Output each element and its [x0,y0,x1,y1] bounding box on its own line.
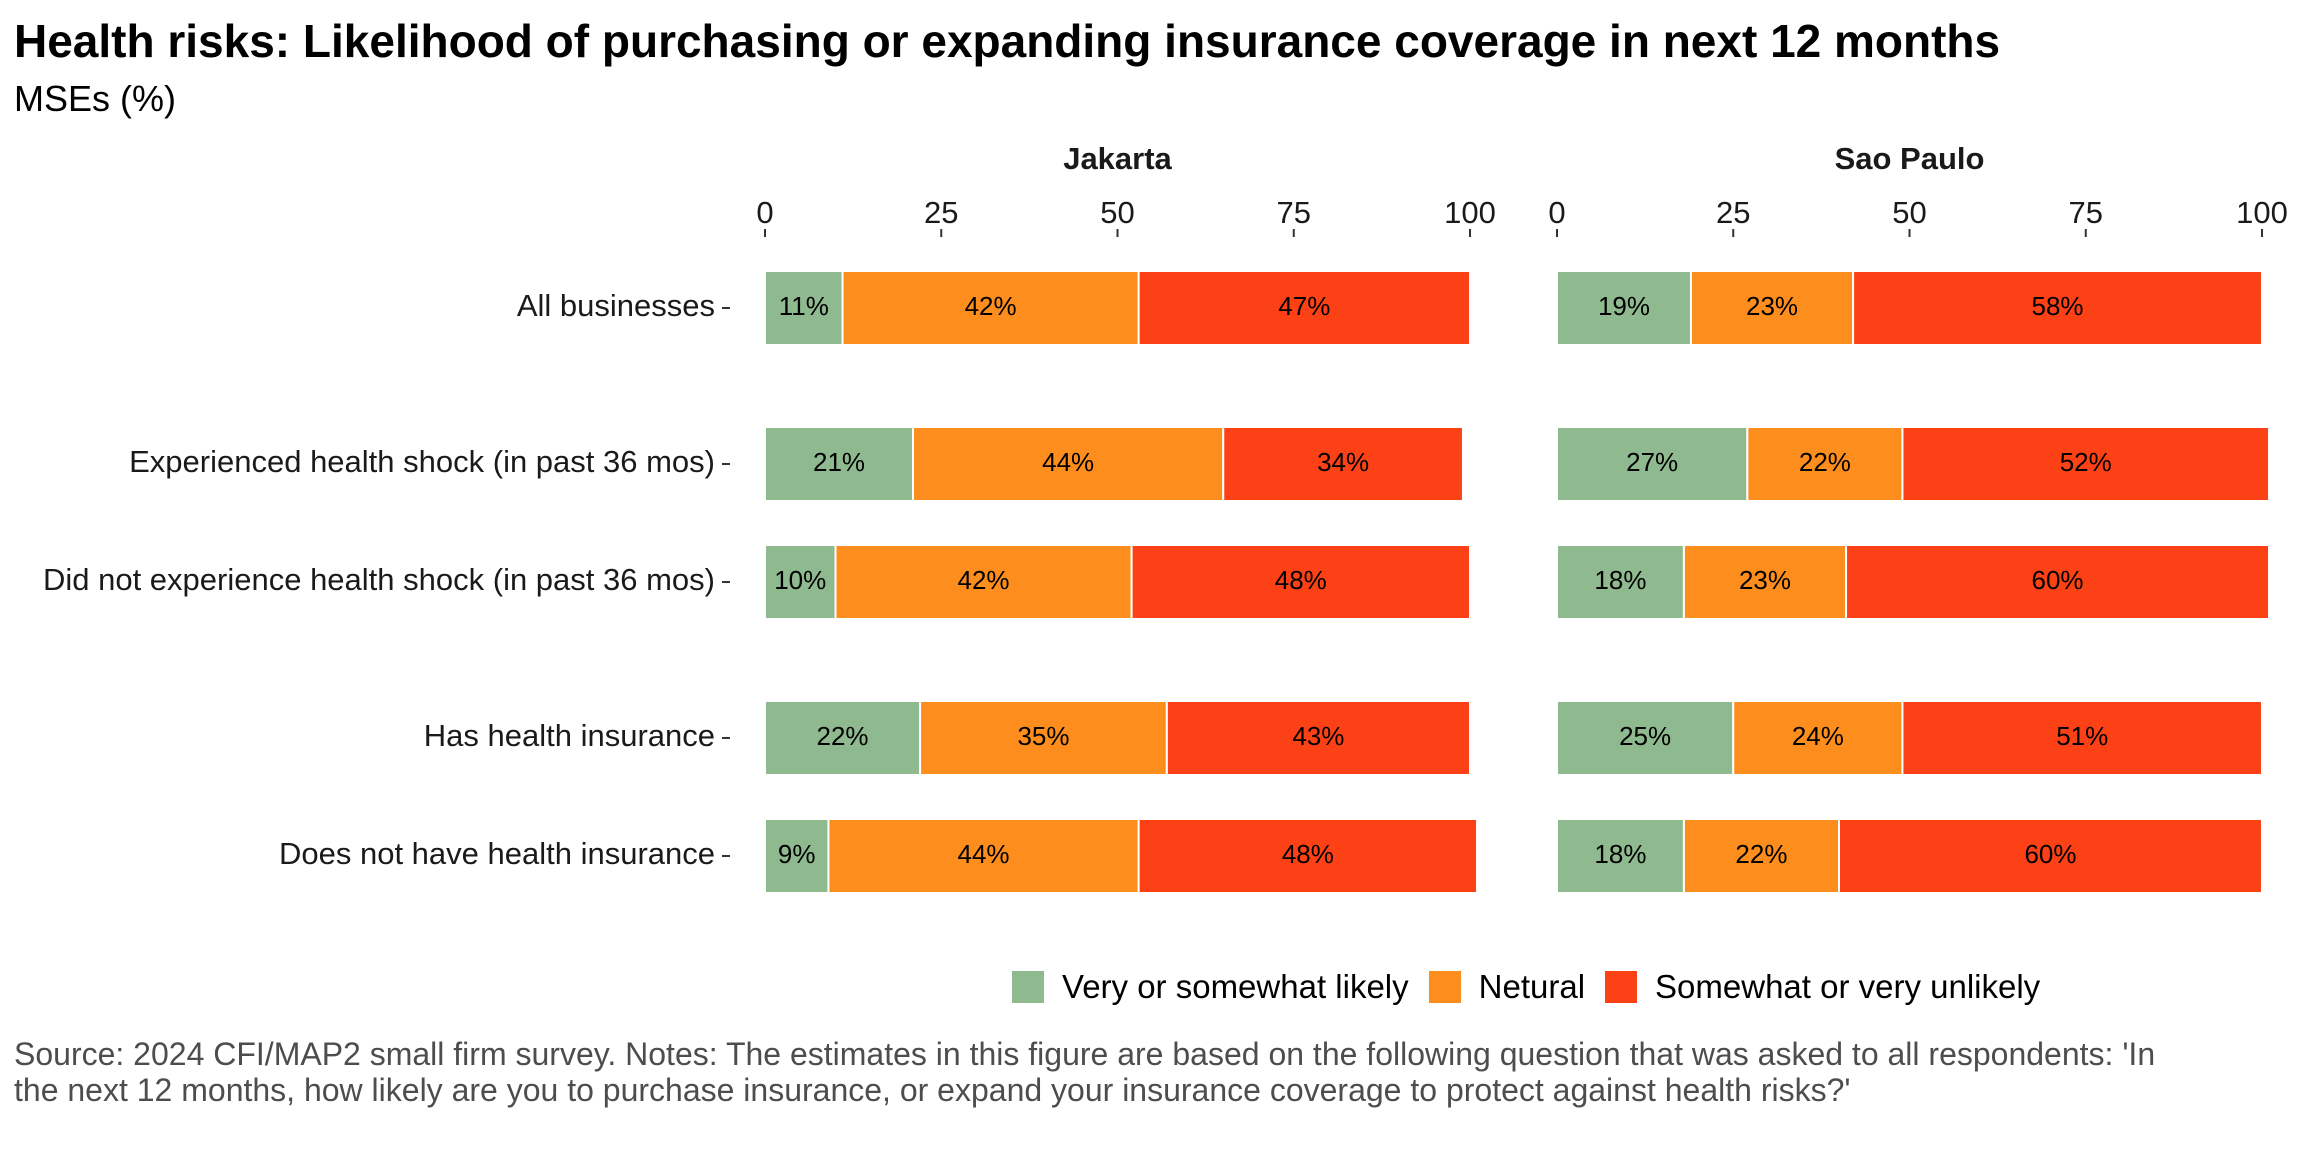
legend-swatch-unlikely [1605,971,1638,1003]
bar-jakarta-somewhat-or-very-unlikely-4 [1137,818,1479,894]
legend-label-unlikely: Somewhat or very unlikely [1655,968,2041,1005]
x-tick-label-sao-paulo: 75 [2069,195,2103,230]
bar-sao-paulo-netural-1 [1746,426,1904,502]
data-label-jakarta-2-2: 48% [1275,565,1327,595]
data-label-sao-paulo-4-0: 18% [1594,839,1646,869]
bar-jakarta-somewhat-or-very-unlikely-0 [1137,270,1472,346]
data-label-jakarta-1-2: 34% [1317,447,1369,477]
x-tick-label-sao-paulo: 50 [1892,195,1926,230]
bar-sao-paulo-very-or-somewhat-likely-3 [1556,700,1735,776]
panel-title-sao-paulo: Sao Paulo [1835,141,1985,176]
bar-jakarta-very-or-somewhat-likely-0 [764,270,844,346]
data-label-sao-paulo-1-2: 52% [2060,447,2112,477]
data-label-sao-paulo-3-1: 24% [1792,721,1844,751]
legend-label-likely: Very or somewhat likely [1062,968,1409,1005]
chart-legend: Very or somewhat likely Netural Somewhat… [1012,968,2060,1006]
data-label-jakarta-2-1: 42% [958,565,1010,595]
bar-sao-paulo-somewhat-or-very-unlikely-1 [1901,426,2271,502]
source-note: Source: 2024 CFI/MAP2 small firm survey.… [14,1036,2156,1108]
data-label-jakarta-4-0: 9% [778,839,816,869]
legend-label-neutral: Netural [1478,968,1586,1005]
bar-sao-paulo-netural-0 [1689,270,1855,346]
x-tick-label-sao-paulo: 25 [1716,195,1750,230]
bar-jakarta-very-or-somewhat-likely-4 [764,818,830,894]
legend-item-unlikely: Somewhat or very unlikely [1605,968,2040,1006]
data-label-jakarta-3-1: 35% [1017,721,1069,751]
bar-jakarta-netural-0 [841,270,1140,346]
bar-jakarta-very-or-somewhat-likely-3 [764,700,922,776]
category-label-does-not-have-health-insurance: Does not have health insurance [279,836,715,871]
x-tick-label-jakarta: 25 [924,195,958,230]
data-label-sao-paulo-2-1: 23% [1739,565,1791,595]
chart-title: Health risks: Likelihood of purchasing o… [14,15,2001,67]
bar-jakarta-somewhat-or-very-unlikely-1 [1222,426,1464,502]
category-label-has-health-insurance: Has health insurance [424,718,715,753]
data-label-jakarta-3-0: 22% [817,721,869,751]
data-label-jakarta-3-2: 43% [1292,721,1344,751]
data-label-sao-paulo-3-0: 25% [1619,721,1671,751]
bar-jakarta-netural-3 [919,700,1168,776]
legend-item-likely: Very or somewhat likely [1012,968,1409,1006]
bar-jakarta-netural-2 [834,544,1133,620]
bar-sao-paulo-somewhat-or-very-unlikely-3 [1901,700,2263,776]
x-tick-label-sao-paulo: 0 [1548,195,1565,230]
data-label-jakarta-2-0: 10% [774,565,826,595]
bar-jakarta-somewhat-or-very-unlikely-3 [1165,700,1471,776]
bar-sao-paulo-somewhat-or-very-unlikely-0 [1852,270,2263,346]
bar-sao-paulo-netural-4 [1682,818,1841,894]
bar-jakarta-netural-1 [912,426,1225,502]
bar-jakarta-very-or-somewhat-likely-1 [764,426,915,502]
bar-sao-paulo-very-or-somewhat-likely-0 [1556,270,1692,346]
data-label-sao-paulo-2-2: 60% [2032,565,2084,595]
data-label-sao-paulo-1-0: 27% [1626,447,1678,477]
bar-sao-paulo-somewhat-or-very-unlikely-4 [1838,818,2263,894]
data-label-sao-paulo-1-1: 22% [1799,447,1851,477]
data-label-sao-paulo-3-2: 51% [2056,721,2108,751]
data-label-jakarta-0-1: 42% [965,291,1017,321]
bar-sao-paulo-somewhat-or-very-unlikely-2 [1845,544,2271,620]
legend-swatch-neutral [1428,971,1461,1003]
bar-sao-paulo-very-or-somewhat-likely-4 [1556,818,1685,894]
data-label-jakarta-4-1: 44% [958,839,1010,869]
bar-jakarta-very-or-somewhat-likely-2 [764,544,837,620]
data-label-sao-paulo-4-1: 22% [1735,839,1787,869]
legend-item-neutral: Netural [1428,968,1586,1006]
data-label-jakarta-1-1: 44% [1042,447,1094,477]
bar-jakarta-netural-4 [827,818,1140,894]
x-tick-label-jakarta: 75 [1277,195,1311,230]
x-tick-label-jakarta: 100 [1444,195,1496,230]
data-label-jakarta-0-2: 47% [1278,291,1330,321]
data-label-sao-paulo-0-2: 58% [2032,291,2084,321]
x-tick-label-jakarta: 0 [756,195,773,230]
data-label-jakarta-4-2: 48% [1282,839,1334,869]
data-label-jakarta-0-0: 11% [779,291,829,321]
panel-title-jakarta: Jakarta [1063,141,1172,176]
chart-subtitle: MSEs (%) [14,78,176,119]
category-label-experienced-health-shock-in-past-36-mos: Experienced health shock (in past 36 mos… [129,444,715,479]
legend-swatch-likely [1012,971,1044,1003]
x-tick-label-jakarta: 50 [1100,195,1134,230]
data-label-sao-paulo-2-0: 18% [1594,565,1646,595]
data-label-sao-paulo-4-2: 60% [2024,839,2076,869]
data-label-sao-paulo-0-1: 23% [1746,291,1798,321]
bar-sao-paulo-very-or-somewhat-likely-2 [1556,544,1685,620]
category-label-did-not-experience-health-shock-in-past-36-mos: Did not experience health shock (in past… [43,562,715,597]
bar-jakarta-somewhat-or-very-unlikely-2 [1130,544,1471,620]
x-tick-label-sao-paulo: 100 [2236,195,2288,230]
category-label-all-businesses: All businesses [517,288,715,323]
data-label-jakarta-1-0: 21% [813,447,865,477]
data-label-sao-paulo-0-0: 19% [1598,291,1650,321]
